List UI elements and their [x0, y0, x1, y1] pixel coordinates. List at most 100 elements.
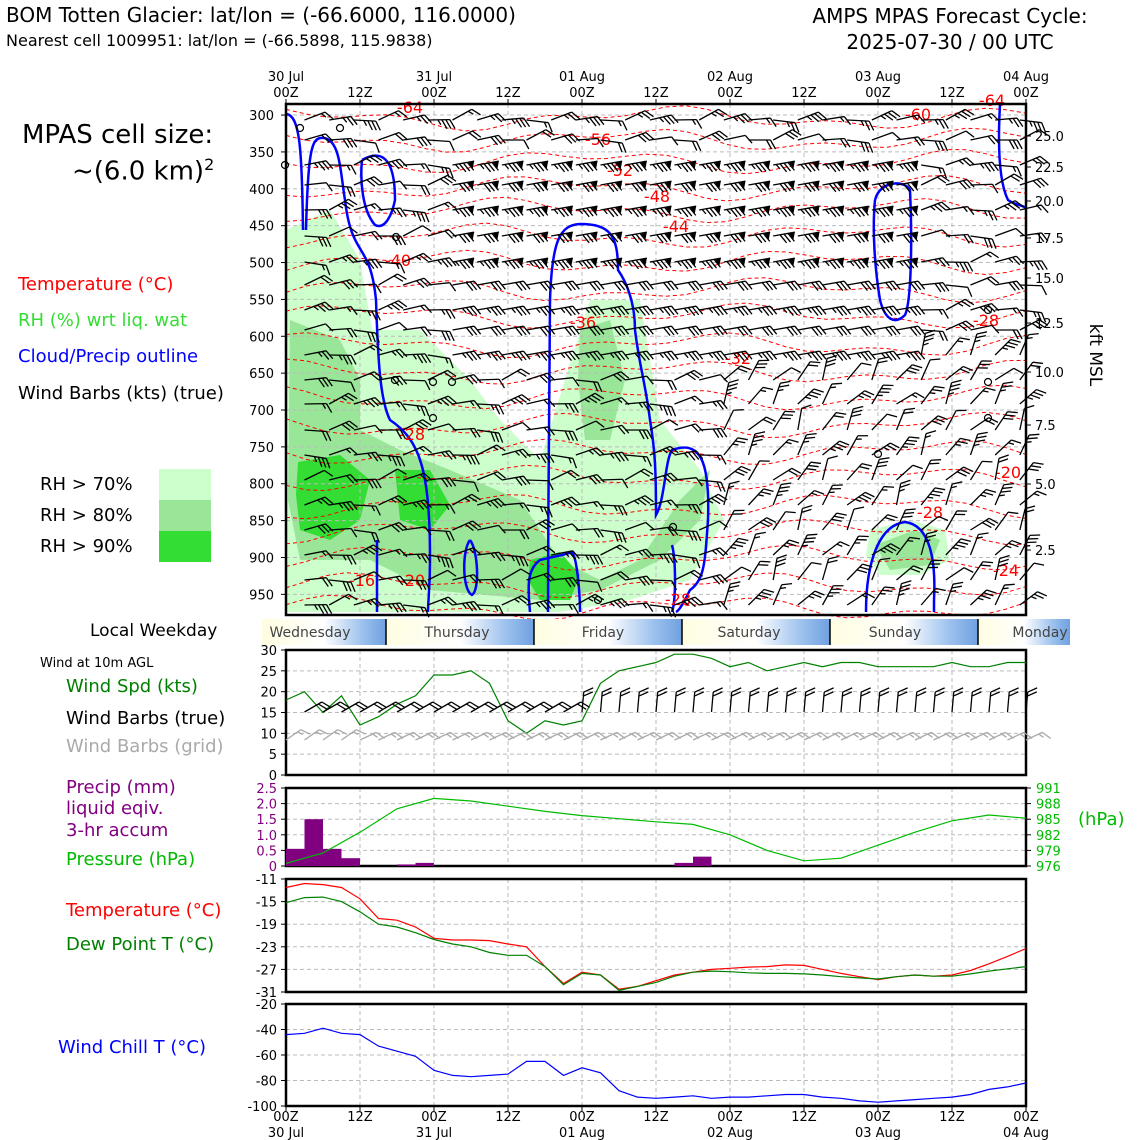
barb-full: [568, 281, 576, 291]
barb-shaft: [797, 408, 803, 431]
barb-full: [336, 703, 347, 710]
wind-barb: [304, 111, 334, 121]
barb-full: [884, 586, 895, 589]
barb-full: [778, 384, 790, 388]
barb-full: [321, 457, 327, 468]
barb-full: [910, 258, 919, 268]
wind-barb: [1019, 155, 1049, 166]
wind-barb: [353, 309, 381, 321]
barb-full: [441, 258, 449, 268]
wind-barb: [895, 407, 916, 431]
cloud-outline: [546, 222, 710, 614]
barb-full: [889, 442, 900, 449]
barb-full: [635, 162, 643, 172]
barb-full: [613, 307, 622, 316]
barb-shaft: [452, 731, 470, 741]
barb-full: [964, 108, 975, 116]
barb-full: [355, 703, 365, 710]
wind-barb: [402, 252, 432, 263]
barb-full: [593, 306, 601, 316]
barb-full: [823, 691, 834, 697]
barb-half: [346, 306, 352, 313]
wind-barb: [452, 325, 482, 336]
barb-full: [731, 687, 742, 693]
barb-full: [878, 234, 886, 244]
wind-barb: [920, 515, 949, 531]
barb-full: [790, 281, 798, 291]
barb-half: [979, 306, 985, 312]
barb-shaft: [914, 731, 932, 741]
wind-barb: [846, 506, 865, 531]
barb-shaft: [649, 579, 672, 582]
wind-barb: [723, 437, 748, 456]
barb-full: [498, 404, 505, 415]
barb-full: [906, 162, 915, 172]
barb-full: [811, 282, 819, 291]
barb-full: [885, 327, 893, 336]
panel-tick-label: 30: [260, 644, 277, 659]
wind-barb: [970, 209, 998, 221]
wind-barb: [625, 160, 647, 173]
barb-half: [352, 731, 359, 735]
barb-full: [861, 232, 869, 242]
barb-full: [371, 310, 377, 321]
barb-full: [909, 327, 918, 336]
barb-full: [913, 281, 922, 291]
barb-full: [424, 163, 432, 173]
wind-barb: [772, 367, 801, 381]
weekday-band: [262, 619, 386, 645]
barb-full: [317, 525, 326, 534]
barb-full: [906, 369, 917, 374]
barb-full: [566, 471, 577, 479]
barb-full: [462, 233, 471, 243]
barb-full: [586, 162, 594, 172]
wind-barb: [378, 521, 408, 533]
wind-barb: [328, 447, 359, 456]
barb-full: [954, 513, 966, 516]
barb-half: [659, 117, 665, 123]
wind-barb: [748, 280, 778, 291]
barb-full: [523, 529, 530, 540]
wind-barb: [477, 403, 505, 415]
barb-full: [662, 475, 672, 484]
barb-half: [553, 261, 559, 267]
wind-barb: [773, 350, 802, 361]
barb-full: [317, 304, 326, 313]
wind-barb: [304, 182, 333, 192]
barb-full: [818, 133, 827, 142]
wind-barb: [920, 530, 938, 556]
barb-full: [620, 371, 630, 379]
barb-full: [445, 451, 453, 460]
barb-full: [466, 181, 475, 191]
barb-half: [344, 595, 351, 600]
wind-barb: [945, 261, 974, 272]
barb-full: [516, 206, 524, 216]
wind-barb-grid: [285, 729, 311, 741]
calm-wind-circle: [983, 377, 993, 387]
barb-full: [418, 421, 429, 428]
barb-full: [1028, 333, 1039, 336]
barb-full: [853, 506, 865, 510]
barb-shaft: [674, 477, 697, 481]
wind-barb: [353, 119, 381, 131]
wind-barbs-true-label: Wind Barbs (true): [66, 708, 226, 729]
wind-barb: [501, 231, 524, 244]
barb-half: [415, 256, 422, 261]
barb-half: [687, 504, 693, 511]
wind-barb: [526, 545, 556, 556]
barb-full: [716, 326, 724, 336]
wind-barb: [674, 180, 697, 193]
barb-full: [964, 298, 975, 306]
barb-full: [670, 472, 679, 481]
panel-frame: [284, 648, 1028, 777]
barb-full: [449, 504, 456, 514]
wind-barb: [896, 565, 924, 581]
wind-barb: [945, 130, 975, 141]
barb-half: [691, 119, 697, 125]
wind-barb: [304, 377, 333, 388]
wind-barb: [477, 205, 499, 218]
barb-full: [536, 182, 545, 192]
barb-flag: [665, 206, 672, 215]
barb-full: [887, 111, 897, 119]
barb-full: [371, 332, 376, 343]
